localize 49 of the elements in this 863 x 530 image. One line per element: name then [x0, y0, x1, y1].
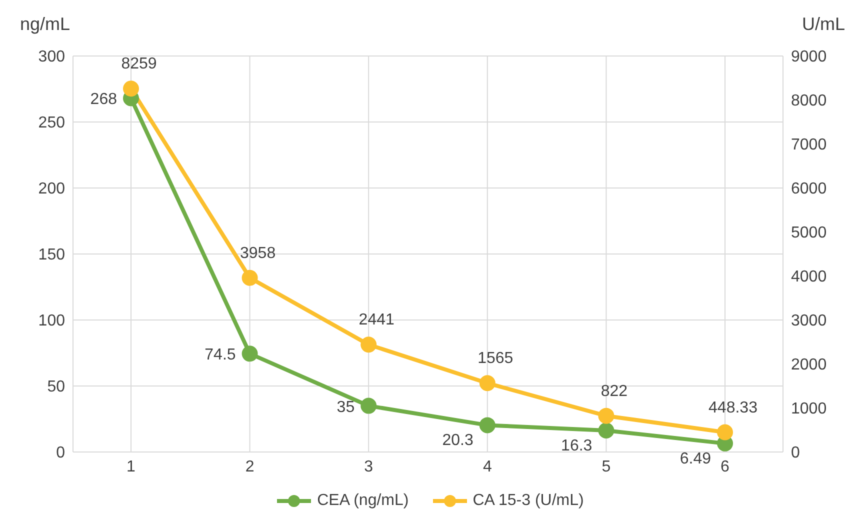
- y2-tick-label: 1000: [791, 400, 827, 418]
- data-label: 1565: [478, 350, 514, 368]
- point: [598, 422, 614, 438]
- point: [717, 424, 733, 440]
- y-tick-label: 250: [38, 114, 66, 132]
- x-tick-label: 5: [602, 458, 611, 476]
- x-tick-label: 4: [482, 458, 492, 476]
- data-label: 6.49: [680, 450, 712, 468]
- data-label: 448.33: [708, 399, 758, 416]
- y-tick-label: 200: [38, 180, 66, 198]
- y2-tick-label: 5000: [791, 224, 827, 242]
- data-label: 35: [336, 398, 355, 416]
- data-label: 8259: [121, 56, 157, 73]
- y2-tick-label: 9000: [791, 48, 827, 66]
- data-label: 2441: [358, 312, 394, 329]
- point: [123, 80, 139, 97]
- point: [242, 346, 258, 362]
- x-tick-label: 1: [126, 458, 136, 476]
- y-tick-label: 150: [38, 246, 66, 264]
- data-label: 3958: [240, 244, 276, 262]
- y2-tick-label: 6000: [791, 180, 827, 198]
- point: [360, 336, 377, 353]
- y-tick-label: 300: [38, 48, 66, 66]
- y-tick-label: 100: [38, 312, 66, 330]
- y2-axis-title: U/mL: [802, 14, 845, 35]
- y2-tick-label: 7000: [791, 136, 827, 154]
- y2-tick-label: 0: [791, 444, 800, 462]
- data-label: 20.3: [442, 432, 474, 450]
- x-tick-label: 2: [245, 458, 254, 476]
- y2-tick-label: 2000: [791, 356, 827, 374]
- y2-tick-label: 3000: [791, 312, 827, 330]
- data-label: 822: [600, 382, 628, 400]
- point: [242, 270, 258, 286]
- point: [479, 417, 496, 434]
- x-tick-label: 6: [720, 458, 730, 476]
- y-tick-label: 50: [47, 378, 66, 396]
- legend-label: CA 15-3 (U/mL): [472, 492, 584, 510]
- data-label: 16.3: [561, 437, 592, 454]
- legend-label: CEA (ng/mL): [316, 492, 409, 510]
- y2-tick-label: 8000: [791, 92, 827, 110]
- y2-tick-label: 4000: [791, 268, 827, 286]
- data-label: 74.5: [204, 346, 236, 364]
- point: [598, 408, 614, 424]
- point: [360, 398, 377, 414]
- y-axis-title: ng/mL: [20, 14, 70, 35]
- data-label: 268: [90, 91, 118, 108]
- point: [479, 375, 496, 392]
- x-tick-label: 3: [364, 458, 374, 476]
- y-tick-label: 0: [56, 444, 66, 462]
